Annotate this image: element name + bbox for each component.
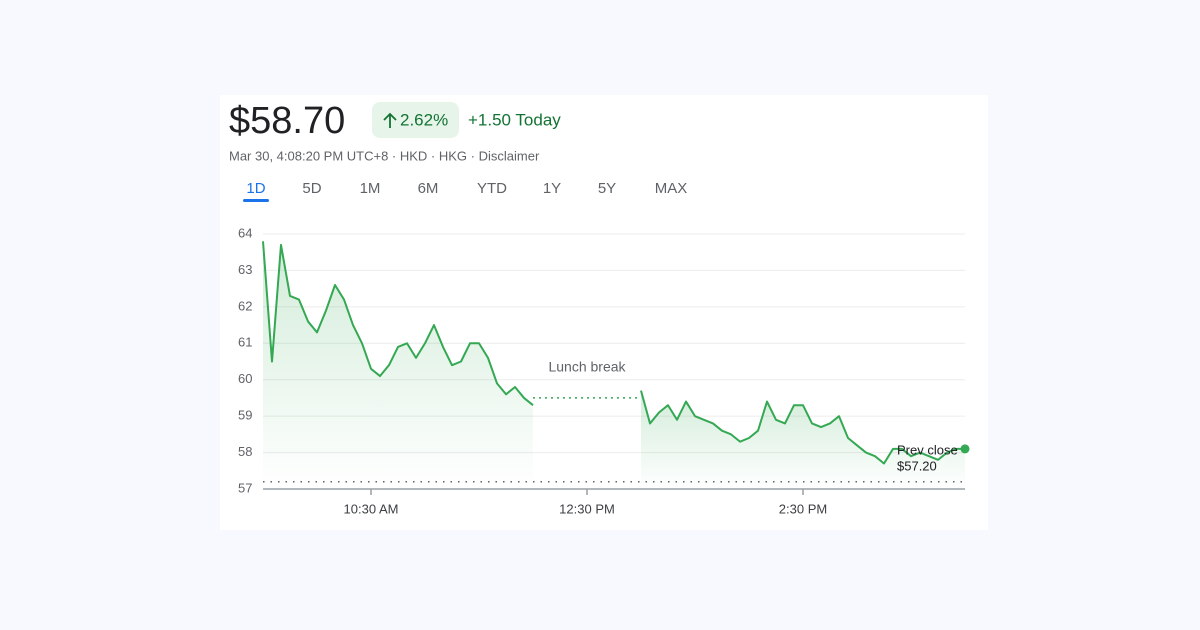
tab[interactable]: 1D bbox=[246, 180, 265, 197]
x-tick-label: 10:30 AM bbox=[344, 501, 399, 516]
meta: Mar 30, 4:08:20 PM UTC+8 · HKD · HKG · D… bbox=[229, 148, 540, 163]
change-badge bbox=[372, 102, 459, 138]
y-tick-label: 61 bbox=[238, 335, 252, 350]
tab-indicator bbox=[243, 199, 269, 202]
annotation: Lunch break bbox=[548, 359, 626, 375]
prev-close-name: Prev close bbox=[897, 442, 958, 457]
price: $58.70 bbox=[229, 100, 345, 142]
y-tick-label: 57 bbox=[238, 480, 252, 495]
y-tick-label: 63 bbox=[238, 262, 252, 277]
change-today: +1.50 Today bbox=[468, 110, 561, 129]
x-tick-label: 12:30 PM bbox=[559, 501, 615, 516]
y-tick-label: 58 bbox=[238, 444, 252, 459]
last-point bbox=[960, 444, 970, 454]
tab[interactable]: YTD bbox=[477, 180, 507, 197]
y-tick-label: 60 bbox=[238, 371, 252, 386]
tab[interactable]: 1M bbox=[360, 180, 381, 197]
tab[interactable]: MAX bbox=[655, 180, 688, 197]
up-arrow bbox=[383, 112, 397, 128]
y-tick-label: 64 bbox=[238, 225, 252, 240]
y-tick-label: 59 bbox=[238, 408, 252, 423]
area bbox=[263, 241, 533, 489]
prev-close-label: $57.20 bbox=[897, 458, 937, 473]
price-line bbox=[262, 241, 965, 465]
y-tick-label: 62 bbox=[238, 298, 252, 313]
tab[interactable]: 1Y bbox=[543, 180, 561, 197]
tab[interactable]: 5D bbox=[302, 180, 321, 197]
tab[interactable]: 5Y bbox=[598, 180, 616, 197]
tab[interactable]: 6M bbox=[418, 180, 439, 197]
x-tick-label: 2:30 PM bbox=[779, 501, 827, 516]
change-pct: 2.62% bbox=[400, 110, 448, 129]
